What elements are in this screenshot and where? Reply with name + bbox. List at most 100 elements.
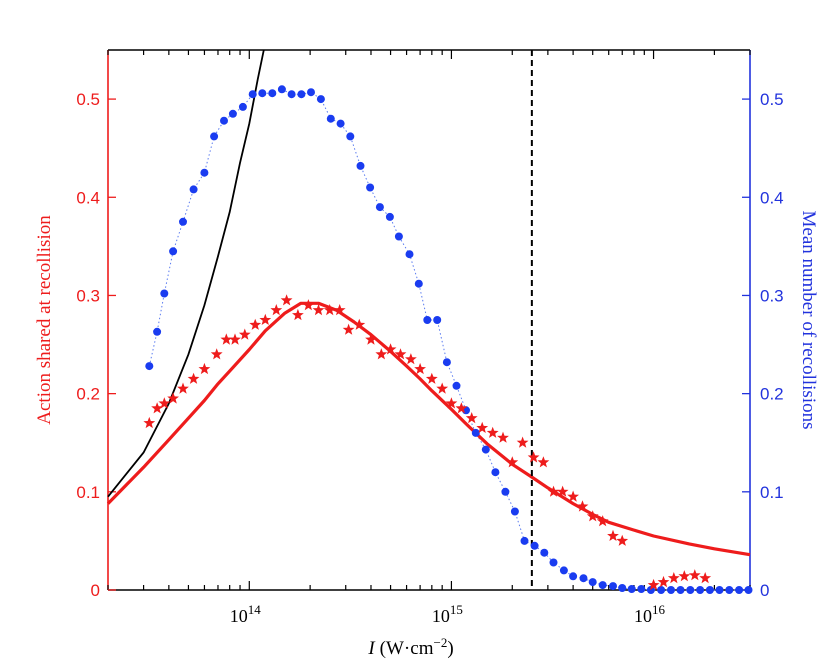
recollision-dot — [160, 289, 169, 298]
recollision-dot — [258, 89, 267, 98]
y-tick-label-right: 0.4 — [760, 188, 784, 207]
action-star — [151, 402, 163, 414]
x-ticks: 1014 1015 1016 — [107, 50, 751, 626]
action-model-curve — [106, 301, 751, 557]
x-axis-label-italic: I — [367, 638, 376, 659]
recollision-dot — [336, 119, 345, 128]
action-star — [497, 431, 509, 443]
recollision-dot — [405, 250, 414, 259]
action-star — [455, 402, 468, 414]
recollision-dot — [366, 183, 375, 192]
action-star — [616, 534, 629, 546]
recollision-dot — [744, 586, 753, 594]
action-star — [678, 570, 691, 582]
recollision-dot — [394, 232, 403, 241]
action-star — [567, 490, 579, 502]
y-tick-label-left: 0 — [91, 581, 100, 600]
recollision-dot — [530, 541, 539, 550]
recollision-dot — [287, 90, 296, 99]
recollision-dot — [248, 90, 257, 99]
action-star — [365, 333, 377, 345]
x-tick-label: 1015 — [432, 602, 463, 626]
action-star — [167, 392, 179, 404]
action-star — [586, 510, 599, 522]
action-star — [647, 578, 660, 591]
y-tick-label-right: 0.1 — [760, 483, 784, 502]
recollision-dot — [686, 586, 695, 594]
recollision-dot — [452, 381, 461, 390]
recollision-dot — [442, 358, 451, 367]
y-tick-label-left: 0.3 — [76, 286, 100, 305]
recollision-dot — [696, 586, 705, 594]
recollision-dot — [423, 316, 432, 324]
action-star — [342, 323, 355, 335]
x-axis-label-units: (W·cm — [380, 638, 434, 659]
action-star — [547, 485, 560, 497]
y-tick-label-left: 0.5 — [76, 90, 100, 109]
recollision-dot — [569, 572, 578, 581]
recollision-dot — [618, 584, 627, 592]
action-star — [405, 353, 417, 365]
recollision-dot — [667, 586, 675, 594]
y-axis-label-right: Mean number of recollisions — [798, 211, 819, 430]
recollision-dot — [277, 85, 286, 94]
action-star — [476, 421, 489, 433]
action-star — [333, 304, 346, 316]
recollision-dot — [153, 327, 162, 336]
recollision-dot — [414, 279, 423, 288]
recollision-dot — [375, 203, 384, 212]
action-star — [688, 569, 701, 581]
action-star — [657, 575, 670, 588]
action-star — [414, 362, 426, 375]
action-star — [506, 456, 519, 468]
recollision-dot — [481, 445, 490, 454]
y-tick-label-right: 0.5 — [760, 90, 784, 109]
markers — [143, 85, 753, 594]
action-star — [220, 333, 233, 345]
recollision-dot — [356, 161, 365, 170]
action-star — [375, 348, 388, 360]
recollision-dot — [609, 582, 617, 591]
recollision-dot — [307, 88, 315, 97]
recollision-dot — [705, 586, 714, 594]
action-star — [210, 348, 223, 360]
action-star — [516, 436, 529, 448]
x-tick-label: 1016 — [634, 602, 666, 626]
recollision-dot — [520, 536, 529, 545]
action-star — [699, 572, 712, 584]
recollision-dot — [501, 487, 510, 496]
action-star — [312, 304, 325, 316]
recollision-dot — [735, 586, 744, 594]
action-star — [292, 308, 304, 321]
recollision-dot — [491, 468, 500, 477]
y-ticks-left: 0 0.1 0.2 0.3 0.4 0.5 — [76, 90, 116, 600]
recollision-dot — [316, 95, 325, 104]
recollision-dot — [145, 362, 154, 371]
x-tick-label: 1014 — [230, 602, 262, 626]
action-star — [238, 328, 251, 340]
action-star — [280, 294, 293, 306]
recollision-dot — [637, 585, 646, 593]
recollision-dot — [385, 212, 394, 221]
x-axis-label: I (W·cm−2) — [367, 635, 453, 659]
recollision-dot — [326, 114, 335, 123]
black-asymptote-curve — [107, 49, 265, 498]
recollision-dot — [579, 574, 588, 583]
y-tick-label-right: 0 — [760, 581, 769, 600]
x-axis-label-exp: −2 — [433, 635, 447, 650]
recollision-dot — [200, 168, 209, 177]
action-star — [259, 313, 272, 325]
action-star — [596, 515, 609, 527]
recollision-dot — [540, 548, 549, 557]
y-tick-label-left: 0.2 — [76, 385, 100, 404]
recollision-dot — [598, 581, 607, 590]
action-star — [198, 362, 211, 375]
action-star — [425, 372, 438, 384]
recollision-dot — [588, 578, 597, 587]
action-star — [143, 416, 156, 429]
recollision-dot — [627, 585, 636, 593]
y-tick-label-right: 0.2 — [760, 385, 784, 404]
action-star — [576, 500, 589, 512]
recollision-dot — [559, 566, 568, 575]
recollision-dot — [169, 247, 178, 256]
